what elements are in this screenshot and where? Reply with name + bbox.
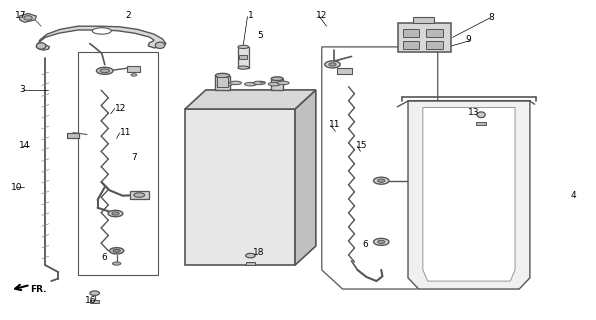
Text: 11: 11	[329, 120, 340, 130]
Ellipse shape	[253, 81, 265, 85]
Text: 5: 5	[257, 31, 263, 40]
Polygon shape	[185, 90, 316, 109]
Bar	[337, 68, 352, 74]
Bar	[215, 76, 229, 90]
Bar	[239, 55, 247, 59]
Polygon shape	[408, 101, 530, 289]
Text: 3: 3	[20, 85, 26, 94]
Text: 6: 6	[102, 253, 107, 262]
Polygon shape	[295, 90, 316, 265]
Text: 13: 13	[467, 108, 479, 117]
Text: 1: 1	[247, 12, 253, 20]
Ellipse shape	[244, 83, 256, 86]
Bar	[271, 79, 283, 90]
Text: 15: 15	[356, 141, 368, 150]
Bar	[426, 41, 443, 49]
Ellipse shape	[477, 112, 485, 118]
Polygon shape	[423, 108, 515, 281]
Text: 9: 9	[465, 35, 471, 44]
Bar	[131, 191, 150, 199]
Ellipse shape	[156, 42, 165, 49]
Ellipse shape	[246, 253, 255, 258]
Ellipse shape	[100, 69, 110, 73]
Ellipse shape	[113, 262, 121, 265]
Ellipse shape	[92, 28, 111, 34]
Text: 12: 12	[115, 104, 126, 113]
Bar	[67, 132, 79, 138]
Ellipse shape	[374, 238, 389, 245]
Bar	[403, 29, 420, 37]
Ellipse shape	[238, 66, 249, 69]
Ellipse shape	[271, 77, 283, 81]
Text: 7: 7	[132, 153, 137, 162]
Bar	[78, 52, 159, 275]
Bar	[398, 23, 451, 52]
Polygon shape	[185, 109, 295, 265]
Bar	[413, 17, 433, 23]
Bar	[403, 41, 420, 49]
Text: FR.: FR.	[30, 285, 47, 294]
Text: 12: 12	[316, 12, 327, 20]
Ellipse shape	[131, 74, 137, 76]
Ellipse shape	[238, 45, 249, 49]
Text: 4: 4	[570, 190, 576, 200]
Bar	[128, 66, 141, 72]
Ellipse shape	[112, 212, 119, 215]
Ellipse shape	[108, 210, 123, 217]
Ellipse shape	[110, 248, 124, 254]
Ellipse shape	[329, 63, 336, 66]
Ellipse shape	[260, 82, 265, 83]
Text: 2: 2	[126, 11, 131, 20]
Bar	[476, 122, 486, 125]
Text: 16: 16	[85, 296, 97, 305]
Bar	[238, 47, 249, 68]
Ellipse shape	[134, 193, 145, 197]
Ellipse shape	[378, 179, 385, 182]
Ellipse shape	[378, 240, 385, 244]
Ellipse shape	[97, 67, 113, 74]
Text: 8: 8	[488, 13, 494, 22]
Bar	[246, 262, 254, 265]
Ellipse shape	[215, 73, 229, 78]
Bar	[217, 77, 228, 87]
Bar	[90, 300, 100, 303]
Ellipse shape	[113, 249, 120, 252]
Ellipse shape	[325, 61, 340, 68]
Ellipse shape	[277, 81, 289, 85]
Polygon shape	[20, 13, 36, 22]
Text: 11: 11	[120, 128, 131, 137]
Text: 6: 6	[362, 240, 368, 249]
Text: 14: 14	[18, 141, 30, 150]
Bar	[426, 29, 443, 37]
Text: 17: 17	[15, 11, 26, 20]
Ellipse shape	[24, 16, 32, 20]
Text: 10: 10	[11, 183, 23, 192]
Text: 18: 18	[253, 248, 265, 257]
Ellipse shape	[36, 43, 46, 49]
Ellipse shape	[374, 177, 389, 184]
Ellipse shape	[268, 83, 280, 86]
Ellipse shape	[90, 291, 100, 295]
Ellipse shape	[221, 83, 232, 86]
Polygon shape	[36, 26, 166, 50]
Ellipse shape	[229, 81, 241, 85]
